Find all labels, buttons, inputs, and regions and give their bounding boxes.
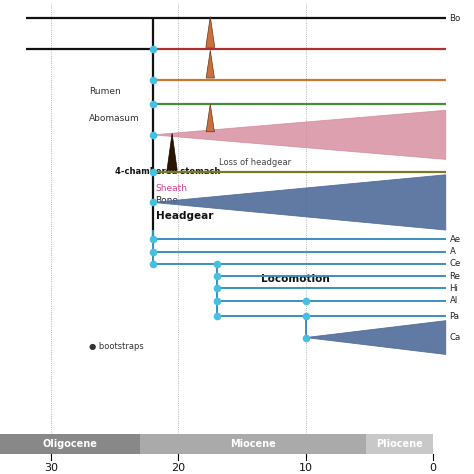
- Bar: [0, 434, 140, 454]
- Text: 10: 10: [299, 463, 313, 473]
- Polygon shape: [153, 175, 446, 230]
- Text: Headgear: Headgear: [155, 211, 213, 221]
- Text: Hi: Hi: [449, 284, 458, 293]
- Bar: [365, 434, 433, 454]
- Text: Bo: Bo: [449, 14, 461, 23]
- Polygon shape: [153, 110, 446, 159]
- Text: Abomasum: Abomasum: [90, 114, 140, 123]
- Polygon shape: [206, 104, 214, 132]
- Text: 0: 0: [429, 463, 437, 473]
- Text: Ce: Ce: [449, 259, 461, 268]
- Text: Ae: Ae: [449, 235, 461, 244]
- Text: Bone: Bone: [155, 196, 179, 205]
- Text: 4-chambered stomach: 4-chambered stomach: [115, 167, 220, 176]
- Text: Oligocene: Oligocene: [43, 439, 98, 449]
- Text: Sheath: Sheath: [155, 184, 188, 193]
- Bar: [140, 434, 365, 454]
- Text: Al: Al: [449, 296, 458, 305]
- Text: ● bootstraps: ● bootstraps: [90, 342, 144, 351]
- Text: 20: 20: [172, 463, 185, 473]
- Polygon shape: [206, 17, 215, 47]
- Polygon shape: [167, 133, 177, 170]
- Text: Pliocene: Pliocene: [376, 439, 423, 449]
- Text: Pa: Pa: [449, 311, 460, 320]
- Text: 30: 30: [44, 463, 58, 473]
- Polygon shape: [206, 50, 214, 78]
- Text: Re: Re: [449, 272, 461, 281]
- Text: Miocene: Miocene: [230, 439, 276, 449]
- Text: Locomotion: Locomotion: [261, 274, 330, 284]
- Text: Rumen: Rumen: [90, 88, 121, 96]
- Text: Loss of headgear: Loss of headgear: [219, 158, 292, 167]
- Text: Ca: Ca: [449, 333, 461, 342]
- Polygon shape: [306, 321, 446, 355]
- Text: A: A: [449, 247, 456, 256]
